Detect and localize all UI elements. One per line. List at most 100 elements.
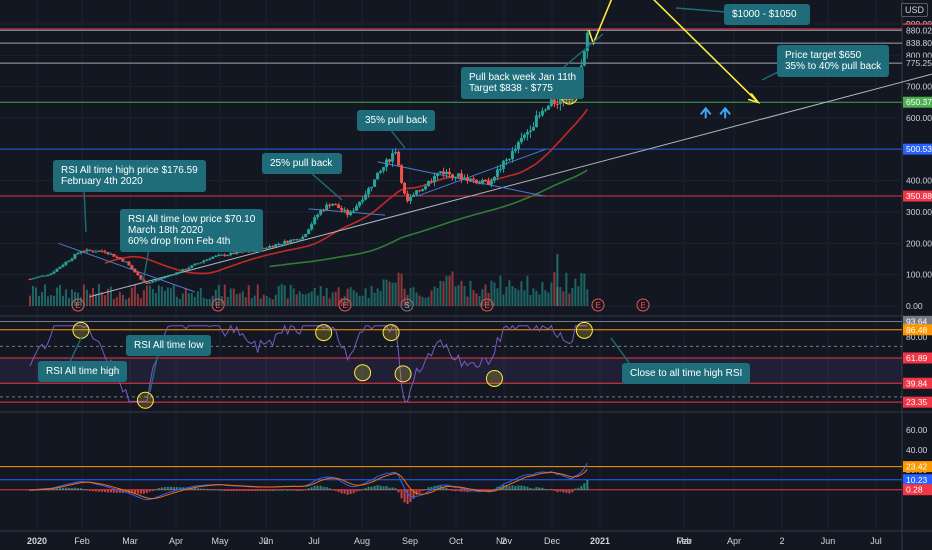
volume-bar bbox=[517, 289, 520, 306]
volume-bar bbox=[70, 289, 73, 306]
currency-label[interactable]: USD bbox=[900, 3, 928, 17]
volume-bar bbox=[436, 287, 439, 306]
annotation-callout[interactable]: RSI All time high bbox=[38, 361, 128, 382]
volume-bar bbox=[346, 288, 349, 306]
badge-bg bbox=[903, 57, 932, 69]
annotation-callout[interactable]: 35% pull back bbox=[357, 110, 436, 131]
candle-body bbox=[145, 282, 149, 284]
candle-body bbox=[379, 170, 383, 173]
candle-body bbox=[552, 99, 556, 104]
macd-hist-bar bbox=[391, 487, 394, 490]
volume-bar bbox=[361, 295, 364, 306]
time-tick-label: 2 bbox=[779, 536, 784, 546]
annotation-callout[interactable]: $1000 - $1050 bbox=[724, 4, 810, 25]
candle-body bbox=[498, 168, 502, 170]
price-tick-label: 100.00 bbox=[906, 270, 932, 280]
volume-bar bbox=[328, 298, 331, 306]
volume-bar bbox=[184, 288, 187, 306]
volume-bar bbox=[133, 285, 136, 306]
macd-hist-bar bbox=[124, 490, 127, 493]
candle-body bbox=[507, 159, 511, 161]
rsi-highlight-circle bbox=[354, 364, 372, 382]
volume-bar bbox=[151, 288, 154, 306]
badge-bg bbox=[903, 324, 932, 336]
volume-bar bbox=[88, 293, 91, 306]
volume-bar bbox=[271, 299, 274, 306]
macd-hist-bar bbox=[586, 479, 589, 490]
candle-body bbox=[525, 131, 529, 135]
macd-hist-bar bbox=[454, 490, 457, 492]
macd-hist-bar bbox=[64, 487, 67, 490]
badge-bg bbox=[903, 96, 932, 108]
annotation-callout[interactable]: RSI All time low bbox=[126, 335, 212, 356]
volume-bar bbox=[160, 286, 163, 306]
candle-body bbox=[492, 176, 496, 181]
badge-text: 23.35 bbox=[906, 397, 928, 407]
badge-text: 880.02 bbox=[906, 25, 932, 35]
candle-body bbox=[582, 51, 586, 66]
macd-hist-bar bbox=[466, 490, 469, 493]
candle-body bbox=[448, 171, 452, 175]
macd-hist-bar bbox=[532, 488, 535, 490]
earnings-marker: E bbox=[636, 298, 650, 312]
annotation-callout[interactable]: Pull back week Jan 11th Target $838 - $7… bbox=[461, 67, 585, 99]
volume-bar bbox=[340, 298, 343, 306]
macd-hist-bar bbox=[544, 488, 547, 490]
macd-hist-bar bbox=[340, 490, 343, 494]
candle-body bbox=[58, 266, 62, 269]
volume-bar bbox=[226, 296, 229, 306]
volume-bar bbox=[163, 290, 166, 306]
candle-body bbox=[268, 246, 272, 248]
macd-hist-bar bbox=[571, 490, 574, 493]
time-tick-label: 2021 bbox=[590, 536, 610, 546]
macd-hist-bar bbox=[250, 490, 253, 491]
candle-body bbox=[412, 194, 416, 197]
candle-body bbox=[442, 171, 446, 175]
volume-bar bbox=[304, 294, 307, 306]
annotation-callout[interactable]: RSI All time low price $70.10 March 18th… bbox=[120, 209, 264, 252]
moving-average-green bbox=[269, 169, 588, 268]
candle-body bbox=[139, 275, 143, 280]
volume-bar bbox=[193, 296, 196, 306]
macd-hist-bar bbox=[55, 488, 58, 490]
time-tick-label: Feb bbox=[676, 536, 692, 546]
macd-hist-bar bbox=[568, 490, 571, 494]
volume-bar bbox=[538, 294, 541, 306]
macd-hist-bar bbox=[361, 489, 364, 491]
candle-body bbox=[73, 254, 77, 259]
volume-bar bbox=[103, 295, 106, 306]
volume-bar bbox=[286, 298, 289, 306]
badge-text: 650.37 bbox=[906, 97, 932, 107]
candle-body bbox=[474, 179, 478, 184]
macd-hist-bar bbox=[58, 488, 61, 490]
macd-hist-bar bbox=[118, 490, 121, 493]
volume-bar bbox=[58, 285, 61, 306]
macd-hist-bar bbox=[487, 490, 490, 491]
macd-hist-bar bbox=[511, 485, 514, 490]
macd-hist-bar bbox=[565, 490, 568, 493]
candle-body bbox=[157, 279, 161, 281]
macd-hist-bar bbox=[271, 490, 274, 491]
macd-hist-bar bbox=[29, 490, 31, 491]
candle-body bbox=[471, 178, 475, 180]
annotation-callout[interactable]: Price target $650 35% to 40% pull back bbox=[777, 45, 890, 77]
macd-hist-bar bbox=[88, 490, 91, 491]
time-tick-label: Mar bbox=[676, 536, 692, 546]
annotation-callout[interactable]: RSI All time high price $176.59 February… bbox=[53, 160, 206, 192]
candle-body bbox=[127, 261, 131, 266]
candle-body bbox=[391, 153, 395, 162]
volume-bar bbox=[412, 287, 415, 306]
volume-bar bbox=[316, 295, 319, 306]
candle-body bbox=[406, 193, 410, 201]
annotation-callout[interactable]: 25% pull back bbox=[262, 153, 342, 174]
candle-body bbox=[292, 239, 296, 241]
annotation-callout[interactable]: Close to all time high RSI bbox=[622, 363, 751, 384]
volume-bar bbox=[118, 291, 121, 306]
volume-bar bbox=[130, 287, 133, 306]
candle-body bbox=[531, 127, 535, 131]
volume-bar bbox=[172, 284, 175, 306]
rsi-level-badge: 86.48 bbox=[903, 324, 932, 336]
volume-bar bbox=[559, 287, 562, 306]
volume-bar bbox=[352, 290, 355, 306]
volume-bar bbox=[403, 288, 406, 306]
